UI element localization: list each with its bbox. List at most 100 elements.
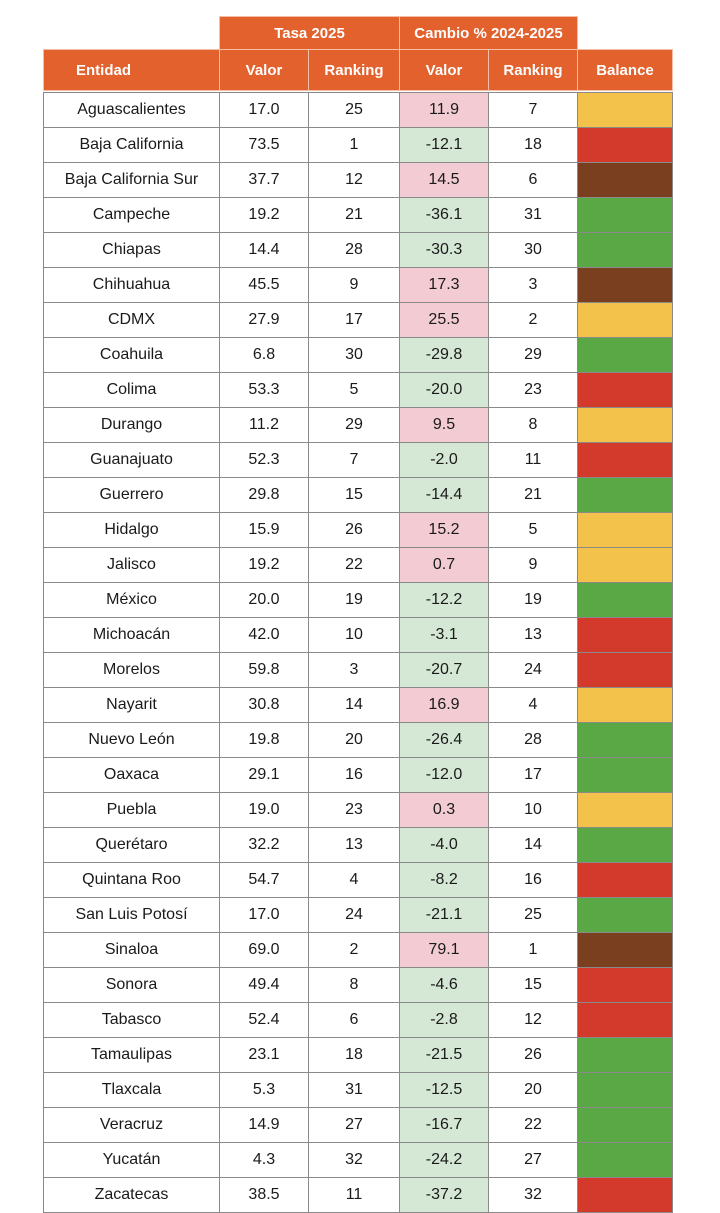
cambio-ranking-cell: 9 <box>488 547 578 583</box>
entidad-cell: Nuevo León <box>43 722 220 758</box>
table-row: Sinaloa 69.0 2 79.1 1 <box>43 932 673 968</box>
valor-cell: 42.0 <box>219 617 309 653</box>
table-row: Chiapas 14.4 28 -30.3 30 <box>43 232 673 268</box>
ranking-cell: 13 <box>308 827 400 863</box>
entidad-cell: Yucatán <box>43 1142 220 1178</box>
balance-indicator <box>577 1072 673 1108</box>
valor-cell: 19.2 <box>219 197 309 233</box>
entidad-cell: Michoacán <box>43 617 220 653</box>
ranking-cell: 18 <box>308 1037 400 1073</box>
valor-cell: 59.8 <box>219 652 309 688</box>
entidad-cell: Quintana Roo <box>43 862 220 898</box>
entidad-cell: Guanajuato <box>43 442 220 478</box>
cambio-ranking-cell: 19 <box>488 582 578 618</box>
table-body: Aguascalientes 17.0 25 11.9 7 Baja California… <box>43 92 673 1213</box>
cambio-ranking-column-header: Ranking <box>488 49 578 91</box>
cambio-ranking-cell: 15 <box>488 967 578 1003</box>
cambio-ranking-cell: 3 <box>488 267 578 303</box>
header-blank-right <box>577 16 673 50</box>
cambio-ranking-cell: 29 <box>488 337 578 373</box>
group-header-row: Tasa 2025 Cambio % 2024-2025 <box>43 16 673 50</box>
table-row: Campeche 19.2 21 -36.1 31 <box>43 197 673 233</box>
valor-cell: 53.3 <box>219 372 309 408</box>
cambio-valor-cell: -3.1 <box>399 617 489 653</box>
table-row: Oaxaca 29.1 16 -12.0 17 <box>43 757 673 793</box>
ranking-cell: 29 <box>308 407 400 443</box>
table-row: Baja California Sur 37.7 12 14.5 6 <box>43 162 673 198</box>
cambio-valor-cell: -2.8 <box>399 1002 489 1038</box>
entidad-cell: Tabasco <box>43 1002 220 1038</box>
cambio-valor-cell: -2.0 <box>399 442 489 478</box>
column-header-row: Entidad Valor Ranking Valor Ranking Bala… <box>43 49 673 91</box>
valor-cell: 45.5 <box>219 267 309 303</box>
state-rates-table: Tasa 2025 Cambio % 2024-2025 Entidad Val… <box>43 16 673 1213</box>
valor-cell: 27.9 <box>219 302 309 338</box>
cambio-valor-cell: -29.8 <box>399 337 489 373</box>
table-row: México 20.0 19 -12.2 19 <box>43 582 673 618</box>
cambio-valor-cell: -14.4 <box>399 477 489 513</box>
table-row: Veracruz 14.9 27 -16.7 22 <box>43 1107 673 1143</box>
valor-cell: 6.8 <box>219 337 309 373</box>
table-row: Guerrero 29.8 15 -14.4 21 <box>43 477 673 513</box>
cambio-ranking-cell: 32 <box>488 1177 578 1213</box>
valor-cell: 54.7 <box>219 862 309 898</box>
valor-cell: 23.1 <box>219 1037 309 1073</box>
valor-cell: 19.0 <box>219 792 309 828</box>
cambio-valor-cell: 9.5 <box>399 407 489 443</box>
cambio-group-header: Cambio % 2024-2025 <box>399 16 578 50</box>
cambio-valor-cell: -12.5 <box>399 1072 489 1108</box>
table-row: Zacatecas 38.5 11 -37.2 32 <box>43 1177 673 1213</box>
entidad-cell: Querétaro <box>43 827 220 863</box>
valor-cell: 20.0 <box>219 582 309 618</box>
balance-indicator <box>577 1037 673 1073</box>
balance-indicator <box>577 92 673 128</box>
ranking-cell: 24 <box>308 897 400 933</box>
cambio-ranking-cell: 20 <box>488 1072 578 1108</box>
entidad-cell: CDMX <box>43 302 220 338</box>
entidad-cell: Sinaloa <box>43 932 220 968</box>
balance-indicator <box>577 442 673 478</box>
entidad-cell: Colima <box>43 372 220 408</box>
cambio-ranking-cell: 13 <box>488 617 578 653</box>
ranking-cell: 15 <box>308 477 400 513</box>
cambio-valor-cell: -20.7 <box>399 652 489 688</box>
tasa-group-header: Tasa 2025 <box>219 16 400 50</box>
balance-indicator <box>577 932 673 968</box>
cambio-ranking-cell: 14 <box>488 827 578 863</box>
balance-indicator <box>577 1002 673 1038</box>
balance-indicator <box>577 127 673 163</box>
balance-indicator <box>577 1107 673 1143</box>
table-row: Jalisco 19.2 22 0.7 9 <box>43 547 673 583</box>
table-row: Hidalgo 15.9 26 15.2 5 <box>43 512 673 548</box>
cambio-ranking-cell: 11 <box>488 442 578 478</box>
valor-cell: 17.0 <box>219 897 309 933</box>
cambio-valor-cell: -4.0 <box>399 827 489 863</box>
balance-indicator <box>577 372 673 408</box>
ranking-cell: 7 <box>308 442 400 478</box>
table-row: Querétaro 32.2 13 -4.0 14 <box>43 827 673 863</box>
table-row: Tabasco 52.4 6 -2.8 12 <box>43 1002 673 1038</box>
ranking-cell: 3 <box>308 652 400 688</box>
cambio-valor-cell: 11.9 <box>399 92 489 128</box>
valor-cell: 19.8 <box>219 722 309 758</box>
entidad-cell: Sonora <box>43 967 220 1003</box>
ranking-cell: 28 <box>308 232 400 268</box>
valor-cell: 15.9 <box>219 512 309 548</box>
entidad-cell: Puebla <box>43 792 220 828</box>
cambio-ranking-cell: 7 <box>488 92 578 128</box>
balance-indicator <box>577 547 673 583</box>
ranking-cell: 1 <box>308 127 400 163</box>
cambio-ranking-cell: 2 <box>488 302 578 338</box>
cambio-valor-cell: 14.5 <box>399 162 489 198</box>
valor-cell: 5.3 <box>219 1072 309 1108</box>
cambio-ranking-cell: 6 <box>488 162 578 198</box>
cambio-ranking-cell: 25 <box>488 897 578 933</box>
ranking-cell: 9 <box>308 267 400 303</box>
valor-cell: 69.0 <box>219 932 309 968</box>
balance-indicator <box>577 687 673 723</box>
entidad-cell: Baja California Sur <box>43 162 220 198</box>
table-row: Michoacán 42.0 10 -3.1 13 <box>43 617 673 653</box>
entidad-cell: Chihuahua <box>43 267 220 303</box>
entidad-cell: Chiapas <box>43 232 220 268</box>
ranking-cell: 26 <box>308 512 400 548</box>
